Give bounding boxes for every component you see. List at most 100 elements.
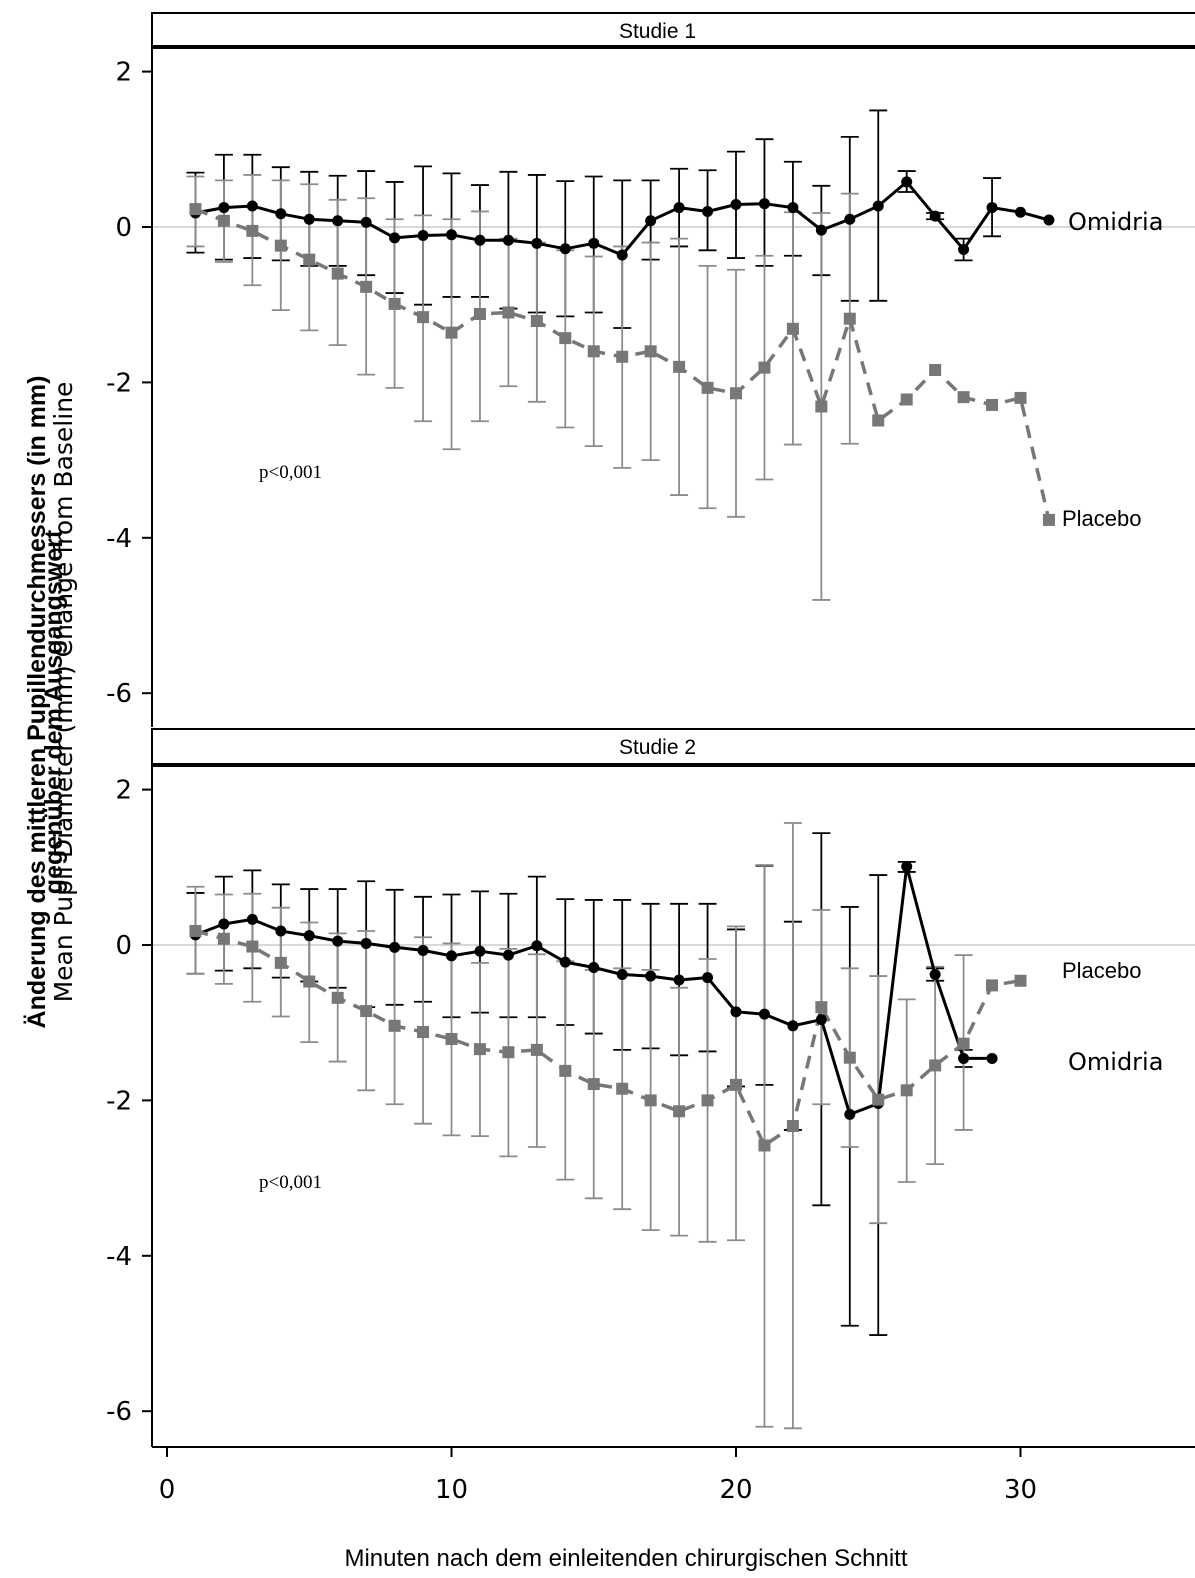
panel1-placebo-point	[587, 345, 600, 358]
markers-layer	[189, 176, 1055, 1152]
panel1-placebo-point	[929, 363, 942, 376]
panel1-placebo-point	[872, 414, 885, 427]
panel2-omidria-point	[730, 1006, 742, 1018]
panel2-placebo-point	[701, 1094, 714, 1107]
frame-layer	[142, 12, 1195, 1457]
panel1-placebo-point	[274, 239, 287, 252]
panel2-placebo-point	[786, 1120, 799, 1133]
panel2-omidria-point	[616, 969, 628, 981]
panel1-omidria-point	[588, 237, 600, 249]
panel1-placebo-point	[644, 345, 657, 358]
panel2-placebo-point	[815, 1001, 828, 1014]
panel2-omidria-point	[246, 913, 258, 925]
panel2-placebo-series-line	[194, 929, 1021, 1148]
panel1-omidria-point	[360, 216, 372, 228]
panel2-placebo-point	[559, 1064, 572, 1077]
panel2-omidria-point	[929, 969, 941, 981]
panel2-p-value: p<0,001	[259, 1172, 322, 1193]
panel1-omidria-point	[986, 202, 998, 214]
panel2-y-tick-label: -2	[106, 1086, 132, 1116]
panel1-omidria-point	[559, 243, 571, 255]
panel2-placebo-point	[929, 1059, 942, 1072]
panel1-placebo-point	[417, 311, 430, 324]
panel2-omidria-point	[531, 940, 543, 952]
panel1-omidria-point	[815, 224, 827, 236]
panel2-omidria-point	[275, 925, 287, 937]
panel2-omidria-point	[815, 1014, 827, 1026]
panel1-omidria-point	[246, 200, 258, 212]
panel1-placebo-point	[815, 400, 828, 413]
panel2-placebo-point	[303, 975, 316, 988]
panel2-omidria-point	[844, 1108, 856, 1120]
panel1-omidria-point	[332, 215, 344, 227]
panel1-omidria-point	[1015, 206, 1026, 218]
panel2-placebo-point	[274, 956, 287, 969]
panel2-omidria-series-label: Omidria	[1068, 1048, 1163, 1076]
panel2-placebo-point	[331, 991, 344, 1004]
panel1-omidria-point	[275, 208, 287, 220]
panel2-placebo-point	[246, 940, 259, 953]
panel2-y-tick-label: -6	[106, 1397, 132, 1427]
panel1-strip-label: Studie 1	[619, 20, 696, 43]
panel2-y-tick-label: -4	[106, 1242, 132, 1272]
panel2-placebo-point	[616, 1082, 629, 1095]
panel1-omidria-point	[844, 213, 856, 225]
panel1-omidria-point	[1043, 214, 1055, 226]
panel2-placebo-point	[900, 1084, 913, 1097]
panel2-omidria-point	[446, 950, 457, 962]
x-tick-label: 0	[159, 1475, 176, 1505]
panel2-placebo-point	[530, 1043, 543, 1056]
y-axis-label-group: Änderung des mittleren Pupillendurchmess…	[23, 376, 78, 1029]
panel1-placebo-point	[388, 297, 401, 310]
y-axis-label-line-3: Mean Pupil Diameter (mm) Change from Bas…	[49, 382, 78, 1003]
y-axis-label-line-1: Änderung des mittleren Pupillendurchmess…	[23, 376, 51, 1029]
panel1-omidria-point	[218, 202, 230, 214]
panel1-placebo-point	[331, 267, 344, 280]
panel1-placebo-point	[673, 360, 686, 373]
panel1-placebo-point	[189, 203, 202, 216]
panel2-omidria-point	[787, 1020, 799, 1032]
panel1-placebo-point	[616, 350, 629, 363]
panel1-omidria-point	[417, 230, 429, 242]
panel2-placebo-point	[587, 1078, 600, 1091]
panel1-y-tick-label: -2	[106, 368, 132, 398]
panel1-y-tick-label: -4	[106, 524, 132, 554]
panel2-omidria-point	[559, 956, 571, 968]
panel2-placebo-point	[502, 1046, 515, 1059]
panel2-placebo-point	[445, 1033, 458, 1046]
panel1-placebo-point	[957, 391, 970, 404]
panel2-y-tick-label: 0	[115, 931, 132, 961]
text-layer: Studie 1 -6 -4 -2 0 2 Omidria Placebo p<0,001 Stu…	[23, 20, 1163, 1572]
panel1-omidria-point	[531, 237, 543, 249]
panel2-placebo-point	[360, 1005, 373, 1018]
panel1-strip-box	[151, 12, 1195, 48]
panel1-omidria-point	[958, 244, 970, 256]
panel1-placebo-point	[986, 398, 999, 411]
panel2-omidria-point	[360, 937, 372, 949]
panel2-omidria-point	[758, 1008, 770, 1020]
error-bars-layer	[152, 109, 1195, 1430]
panel2-omidria-point	[389, 941, 401, 953]
panel2-placebo-point	[730, 1078, 742, 1091]
panel1-p-value: p<0,001	[259, 462, 322, 483]
panel2-placebo-point	[189, 925, 202, 938]
x-tick-label: 30	[1004, 1475, 1037, 1505]
panel1-y-tick-label: 2	[115, 58, 132, 88]
x-axis-label: Minuten nach dem einleitenden chirurgisc…	[344, 1545, 907, 1572]
panel2-placebo-series-label: Placebo	[1062, 958, 1142, 983]
panel1-omidria-series-label: Omidria	[1068, 208, 1163, 236]
panel2-placebo-point	[417, 1026, 430, 1039]
panel2-placebo-point	[673, 1105, 686, 1118]
panel1-placebo-series-label: Placebo	[1062, 506, 1142, 531]
panel1-placebo-point	[530, 315, 543, 328]
panel2-placebo-point	[473, 1043, 486, 1056]
panel2-omidria-point	[958, 1052, 970, 1064]
panel2-omidria-point	[474, 945, 486, 957]
panel2-omidria-point	[702, 972, 714, 984]
x-tick-label: 20	[719, 1475, 752, 1505]
panel1-omidria-point	[929, 210, 941, 222]
panel2-strip-label: Studie 2	[619, 736, 696, 759]
panel2-omidria-point	[901, 861, 913, 873]
panel1-placebo-point	[445, 326, 458, 339]
